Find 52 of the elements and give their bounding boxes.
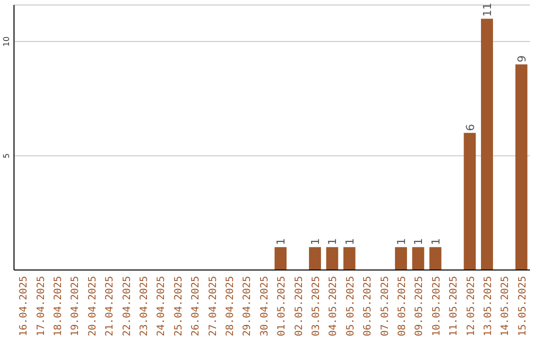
x-tick-label: 29.04.2025 [242,276,254,336]
bar [308,247,321,270]
x-tick-label: 17.04.2025 [36,276,47,336]
x-tick-label: 06.05.2025 [362,276,374,336]
y-tick-label: 10 [2,36,11,47]
x-tick-label: 24.04.2025 [156,276,168,336]
x-tick-label: 12.05.2025 [466,276,477,336]
bar [429,247,442,270]
x-tick-label: 09.05.2025 [414,276,426,336]
x-tick-label: 22.04.2025 [122,276,133,336]
x-tick-label: 18.04.2025 [53,276,64,336]
data-label: 1 [394,238,408,246]
data-label: 9 [515,55,528,62]
x-tick-label: 21.04.2025 [104,276,116,336]
x-tick-label: 10.05.2025 [431,276,442,336]
data-label: 6 [464,124,477,131]
bar [326,247,338,270]
x-tick-label: 04.05.2025 [328,276,340,336]
x-tick-label: 08.05.2025 [397,276,408,336]
data-label: 1 [343,238,356,246]
bar [274,247,287,270]
x-tick-label: 14.05.2025 [500,276,512,336]
data-label: 1 [412,238,426,246]
x-tick-label: 05.05.2025 [345,276,356,336]
x-tick-label: 19.04.2025 [70,276,82,336]
bar [394,247,407,270]
x-tick-label: 02.05.2025 [294,276,305,336]
x-tick-label: 03.05.2025 [311,276,322,336]
x-tick-label: 13.05.2025 [483,276,494,336]
x-tick-label: 16.04.2025 [18,276,30,336]
data-label: 1 [274,238,288,246]
x-tick-label: 27.04.2025 [208,276,219,336]
x-tick-label: 11.05.2025 [448,276,460,336]
x-tick-label: 30.04.2025 [259,276,270,336]
x-tick-label: 25.04.2025 [173,276,184,336]
x-tick-label: 26.04.2025 [190,276,202,336]
y-tick-label: 5 [2,153,11,158]
x-tick-label: 23.04.2025 [139,276,150,336]
data-label: 1 [308,238,322,246]
bar [480,18,493,270]
data-label: 1 [326,238,340,246]
x-tick-label: 28.04.2025 [225,276,236,336]
x-tick-label: 01.05.2025 [276,276,288,336]
x-tick-label: 15.05.2025 [517,276,528,336]
bar [464,132,476,270]
x-tick-label: 07.05.2025 [380,276,391,336]
data-label: 1 [429,238,442,246]
x-tick-label: 20.04.2025 [87,276,98,336]
bar [515,64,528,270]
bar [343,247,356,270]
bar [412,247,424,270]
data-label: 11 [480,2,494,17]
